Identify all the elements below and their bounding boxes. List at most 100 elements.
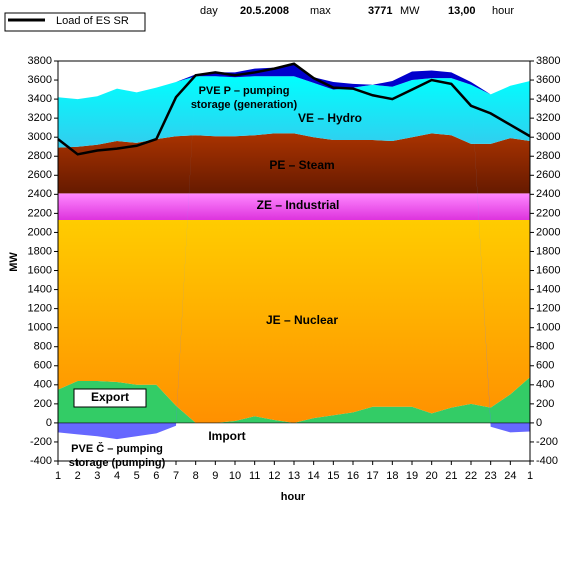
annotation: Import (208, 429, 245, 443)
series-label: VE – Hydro (298, 111, 362, 125)
y-tick-label: 1800 (28, 245, 52, 257)
x-tick-label: 1 (527, 470, 533, 482)
x-tick-label: 19 (406, 470, 418, 482)
x-tick-label: 7 (173, 470, 179, 482)
x-tick-label: 23 (485, 470, 497, 482)
y-tick-label: 600 (34, 360, 52, 372)
y-tick-label: 3600 (28, 74, 52, 86)
y-tick-label: -200 (30, 436, 52, 448)
y-tick-label: 2200 (28, 207, 52, 219)
y2-tick-label: 1800 (536, 245, 560, 257)
y-tick-label: 400 (34, 379, 52, 391)
y-tick-label: 200 (34, 398, 52, 410)
y-tick-label: 1600 (28, 264, 52, 276)
y-tick-label: 2600 (28, 169, 52, 181)
max-hour: 13,00 (448, 5, 476, 17)
y2-tick-label: 3600 (536, 74, 560, 86)
y2-tick-label: 3000 (536, 131, 560, 143)
area (58, 377, 530, 423)
y-tick-label: 2000 (28, 226, 52, 238)
y2-tick-label: 2800 (536, 150, 560, 162)
x-tick-label: 14 (308, 470, 320, 482)
max: 3771 (368, 5, 392, 17)
y2-tick-label: 200 (536, 398, 554, 410)
y2-tick-label: 1200 (536, 303, 560, 315)
legend-box (4, 12, 146, 32)
series-label-box: PVE P – pumping storage (generation) (190, 85, 298, 111)
y-tick-label: 2400 (28, 188, 52, 200)
x-tick-label: 8 (193, 470, 199, 482)
y-tick-label: 3400 (28, 93, 52, 105)
legend-entry: Load of ES SR (56, 15, 129, 27)
y2-tick-label: 2400 (536, 188, 560, 200)
x-tick-label: 16 (347, 470, 359, 482)
area (58, 76, 530, 148)
area (58, 64, 530, 100)
y-tick-label: 2800 (28, 150, 52, 162)
x-tick-label: 20 (426, 470, 438, 482)
x-tick-label: 10 (229, 470, 241, 482)
x-tick-label: 15 (327, 470, 339, 482)
y-tick-label: 3200 (28, 112, 52, 124)
x-tick-label: 11 (249, 470, 260, 482)
x-tick-label: 22 (465, 470, 477, 482)
export-box (73, 388, 147, 408)
day: 20.5.2008 (240, 5, 289, 17)
x-tick-label: 2 (75, 470, 81, 482)
y2-tick-label: 2000 (536, 226, 560, 238)
x-tick-label: 6 (153, 470, 159, 482)
series-label: PE – Steam (269, 158, 334, 172)
load-line (57, 62, 531, 156)
area (58, 220, 530, 423)
y-tick-label: 1000 (28, 322, 52, 334)
day-label: day (200, 5, 218, 17)
series-label: PVE Č – pumping storage (pumping) (68, 443, 166, 469)
hour-label: hour (492, 5, 514, 17)
series-label: ZE – Industrial (257, 198, 340, 212)
x-tick-label: 21 (445, 470, 457, 482)
x-tick-label: 3 (94, 470, 100, 482)
y2-tick-label: 400 (536, 379, 554, 391)
y2-tick-label: 2200 (536, 207, 560, 219)
x-tick-label: 17 (367, 470, 379, 482)
y-tick-label: -400 (30, 455, 52, 467)
y2-tick-label: 0 (536, 417, 542, 429)
x-tick-label: 9 (212, 470, 218, 482)
x-tick-label: 4 (114, 470, 120, 482)
y-tick-label: 1400 (28, 283, 52, 295)
y2-tick-label: 600 (536, 360, 554, 372)
series-label: PVE P – pumping storage (generation) (190, 85, 298, 111)
y-tick-label: 800 (34, 341, 52, 353)
y-tick-label: 3000 (28, 131, 52, 143)
legend: Load of ES SR (4, 12, 146, 32)
y2-tick-label: -200 (536, 436, 558, 448)
y-tick-label: 0 (46, 417, 52, 429)
series-label: Export (91, 390, 129, 404)
area (58, 193, 530, 221)
y-tick-label: 3800 (28, 55, 52, 67)
x-axis-label: hour (281, 491, 306, 503)
header: day 20.5.2008 max 3771 MW 13,00 hour (200, 5, 514, 17)
y2-tick-label: 1400 (536, 283, 560, 295)
x-tick-label: 1 (55, 470, 61, 482)
series-label-box: PVE Č – pumping storage (pumping) (68, 443, 166, 469)
y-axis-label: MW (8, 252, 20, 272)
y2-tick-label: 3800 (536, 55, 560, 67)
y2-tick-label: 3400 (536, 93, 560, 105)
y2-tick-label: 1600 (536, 264, 560, 276)
x-tick-label: 13 (288, 470, 300, 482)
x-tick-label: 24 (504, 470, 516, 482)
y2-tick-label: 1000 (536, 322, 560, 334)
area (58, 133, 530, 194)
y2-tick-label: 2600 (536, 169, 560, 181)
areas (58, 64, 530, 440)
y-tick-label: 1200 (28, 303, 52, 315)
y2-tick-label: 800 (536, 341, 554, 353)
max-label: max (310, 5, 331, 17)
max-unit: MW (400, 5, 420, 17)
y2-tick-label: 3200 (536, 112, 560, 124)
x-tick-label: 5 (134, 470, 140, 482)
x-tick-label: 12 (268, 470, 280, 482)
series-label: JE – Nuclear (266, 313, 338, 327)
